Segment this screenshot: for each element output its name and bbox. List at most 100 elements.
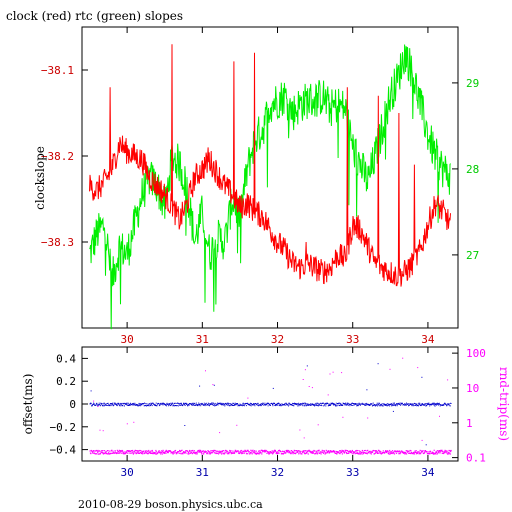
rndtrip-point — [158, 451, 160, 453]
offset-point — [149, 405, 151, 407]
offset-point — [234, 402, 236, 404]
offset-point — [186, 403, 188, 405]
offset-point — [165, 403, 167, 405]
bottom-y-tick-label: −0.2 — [50, 421, 77, 434]
rndtrip-point — [272, 451, 274, 453]
rndtrip-point — [439, 452, 441, 454]
offset-point — [338, 405, 340, 406]
offset-point — [434, 403, 436, 405]
rndtrip-point — [98, 453, 100, 455]
rndtrip-outlier — [99, 429, 101, 431]
rndtrip-point — [346, 452, 348, 455]
rndtrip-point — [360, 453, 362, 455]
rndtrip-point — [311, 452, 313, 454]
rndtrip-point — [389, 449, 391, 452]
offset-point — [347, 403, 348, 405]
offset-point — [213, 402, 214, 404]
offset-point — [170, 402, 172, 404]
offset-point — [114, 402, 116, 404]
rndtrip-point — [330, 451, 332, 453]
offset-point — [191, 403, 193, 405]
offset-outlier — [421, 376, 423, 378]
rndtrip-point — [165, 449, 167, 451]
rndtrip-point — [140, 452, 143, 455]
rndtrip-point — [103, 452, 105, 454]
rndtrip-point — [195, 453, 197, 455]
rndtrip-point — [261, 449, 263, 451]
rndtrip-point — [351, 449, 353, 452]
rndtrip-point — [263, 450, 265, 452]
offset-point — [118, 403, 119, 405]
rndtrip-point — [445, 450, 447, 452]
rndtrip-point — [434, 453, 436, 455]
rndtrip-point — [109, 450, 111, 452]
rndtrip-point — [129, 452, 131, 454]
rndtrip-point — [258, 453, 260, 455]
rndtrip-point — [94, 450, 96, 452]
top-y-tick-label: −38.1 — [41, 64, 74, 77]
offset-point — [408, 403, 410, 405]
offset-point — [185, 402, 187, 404]
offset-point — [171, 404, 173, 406]
rndtrip-outlier — [236, 424, 238, 426]
rndtrip-point — [146, 452, 148, 454]
rndtrip-point — [291, 450, 293, 453]
rndtrip-point — [387, 453, 390, 455]
rndtrip-point — [230, 450, 232, 452]
rndtrip-point — [412, 451, 414, 454]
offset-point — [382, 403, 384, 405]
rndtrip-point — [358, 453, 360, 455]
offset-point — [111, 403, 113, 405]
offset-point — [392, 405, 394, 407]
offset-point — [91, 405, 93, 407]
offset-point — [332, 403, 334, 405]
rndtrip-point — [220, 452, 222, 454]
rndtrip-point — [272, 453, 274, 455]
rndtrip-point — [314, 450, 316, 452]
rndtrip-point — [392, 452, 394, 455]
offset-point — [127, 404, 129, 406]
rndtrip-outlier — [329, 373, 331, 375]
offset-point — [126, 402, 128, 404]
rndtrip-point — [341, 453, 343, 455]
offset-point — [134, 402, 136, 404]
offset-point — [108, 404, 109, 406]
offset-point — [408, 404, 410, 406]
offset-point — [357, 405, 358, 407]
offset-point — [266, 402, 268, 404]
rndtrip-point — [225, 452, 227, 454]
rndtrip-point — [410, 452, 412, 455]
offset-point — [328, 403, 330, 405]
rndtrip-point — [304, 450, 306, 452]
rndtrip-point — [183, 451, 185, 453]
rndtrip-point — [306, 451, 308, 453]
rndtrip-point — [114, 450, 116, 452]
rndtrip-outlier — [341, 372, 343, 374]
offset-point — [156, 405, 158, 407]
rndtrip-point — [271, 450, 273, 452]
offset-point — [415, 403, 417, 405]
rndtrip-outlier — [417, 367, 419, 369]
rndtrip-point — [162, 450, 164, 452]
offset-point — [436, 403, 438, 405]
rndtrip-point — [136, 451, 138, 453]
rndtrip-point — [140, 452, 142, 454]
rndtrip-point — [280, 451, 282, 453]
rndtrip-point — [161, 453, 163, 455]
offset-point — [249, 404, 251, 406]
offset-point — [425, 403, 427, 405]
offset-point — [201, 403, 202, 405]
offset-outlier — [366, 389, 368, 391]
offset-point — [208, 404, 210, 406]
offset-point — [272, 405, 274, 407]
offset-point — [97, 405, 99, 407]
offset-point — [295, 403, 297, 405]
offset-point — [373, 404, 375, 406]
offset-point — [174, 405, 176, 407]
offset-point — [279, 403, 281, 405]
rndtrip-point — [124, 451, 126, 453]
offset-point — [323, 405, 325, 407]
rndtrip-point — [225, 449, 227, 451]
rndtrip-point — [297, 451, 299, 453]
rndtrip-point — [333, 450, 335, 453]
